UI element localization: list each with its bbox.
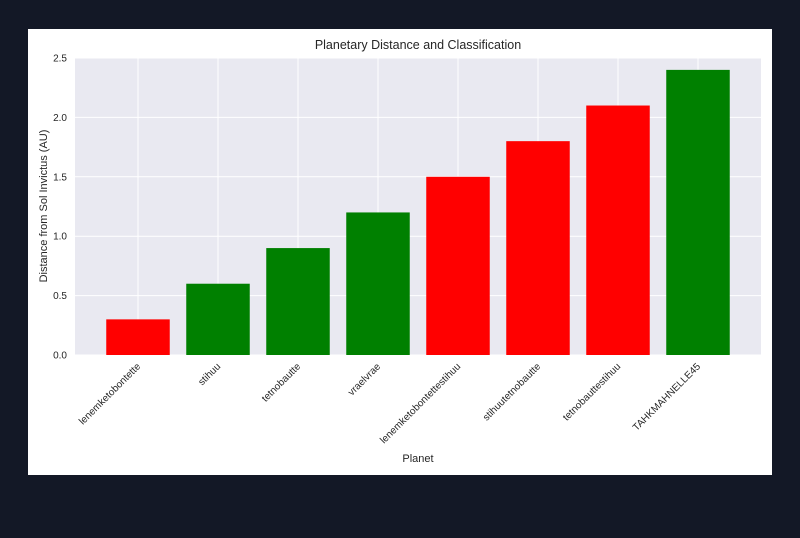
x-tick-label: tetnobautte bbox=[260, 361, 303, 404]
x-tick-label: stihuutetnobautte bbox=[481, 361, 543, 423]
bar-stihuu bbox=[186, 283, 250, 355]
bar-vraelvrae bbox=[346, 212, 410, 355]
x-axis-label: Planet bbox=[402, 453, 433, 465]
chart-title: Planetary Distance and Classification bbox=[315, 38, 521, 52]
y-tick-label: 1.0 bbox=[53, 232, 67, 243]
x-tick-label: lenemketobontette bbox=[77, 361, 143, 427]
bar-tetnobautte bbox=[266, 248, 330, 355]
y-axis-ticks: 0.0 0.5 1.0 1.5 2.0 2.5 bbox=[53, 54, 67, 362]
chart-figure: 0.0 0.5 1.0 1.5 2.0 2.5 lenemketobontette stih… bbox=[28, 29, 772, 475]
x-tick-label: vraelvrae bbox=[346, 361, 383, 398]
bars bbox=[106, 69, 730, 356]
x-axis-ticks: lenemketobontette stihuu tetnobautte vraelv… bbox=[77, 361, 703, 446]
bar-stihuutetnobautte bbox=[506, 141, 570, 355]
y-tick-label: 0.0 bbox=[53, 351, 67, 362]
y-tick-label: 1.5 bbox=[53, 172, 67, 183]
x-tick-label: TAHKMAHNELLE45 bbox=[631, 361, 703, 433]
y-tick-label: 0.5 bbox=[53, 291, 67, 302]
x-tick-label: tetnobauttestihuu bbox=[561, 361, 623, 423]
bar-chart: 0.00.51.01.52.02.5 lenemketobontette stih… bbox=[38, 38, 761, 465]
bar-lenemketobontettestihuu bbox=[426, 176, 490, 355]
y-tick-label: 2.0 bbox=[53, 113, 67, 124]
bar-tetnobauttestihuu bbox=[586, 105, 650, 356]
y-axis-label: Distance from Sol Invictus (AU) bbox=[38, 130, 50, 283]
x-tick-label: stihuu bbox=[196, 361, 223, 388]
bar-lenemketobontette bbox=[106, 319, 170, 355]
bar-TAHKMAHNELLE45 bbox=[666, 69, 730, 355]
plot-area bbox=[75, 58, 761, 355]
y-tick-label: 2.5 bbox=[53, 54, 67, 65]
x-tick-label: lenemketobontettestihuu bbox=[378, 361, 463, 446]
